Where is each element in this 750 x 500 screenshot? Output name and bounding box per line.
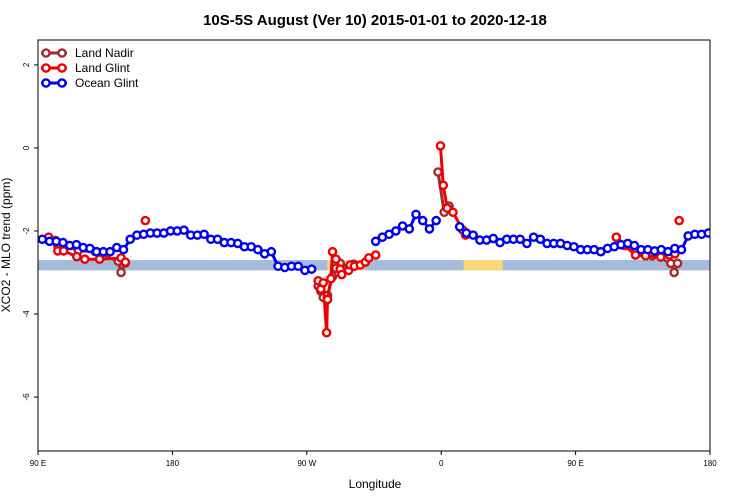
y-axis-label: XCO2 - MLO trend (ppm): [0, 178, 13, 313]
data-point: [253, 244, 263, 255]
data-point: [448, 207, 458, 218]
data-point: [676, 244, 687, 255]
x-tick-label: 90 W: [297, 459, 316, 468]
data-point: [488, 233, 499, 244]
data-point: [322, 294, 333, 305]
series-ocean-glint: [38, 209, 718, 276]
map-land-patch: [463, 260, 503, 271]
data-point: [655, 252, 666, 262]
data-point: [120, 257, 131, 267]
data-point: [105, 246, 115, 257]
legend-label: Ocean Glint: [75, 76, 139, 90]
data-point: [370, 236, 381, 247]
data-point: [669, 267, 679, 278]
legend-marker: [57, 78, 67, 88]
x-tick-label: 90 E: [30, 459, 46, 468]
map-strip: [38, 260, 710, 271]
data-point: [711, 227, 718, 234]
data-point: [438, 180, 449, 191]
data-point: [327, 246, 338, 257]
data-point: [674, 215, 685, 226]
data-point: [611, 232, 622, 242]
data-point: [318, 278, 329, 288]
data-point: [431, 215, 441, 226]
legend-label: Land Glint: [75, 61, 130, 75]
x-tick-label: 180: [703, 459, 717, 468]
data-point: [179, 225, 189, 235]
data-point: [94, 254, 105, 265]
legend-item-ocean-glint: Ocean Glint: [41, 76, 139, 90]
x-axis-label: Longitude: [349, 477, 402, 491]
data-point: [522, 238, 532, 249]
legend-marker: [57, 48, 67, 58]
data-point: [116, 267, 126, 278]
legend-marker: [41, 63, 51, 73]
legend-marker: [41, 48, 51, 58]
data-point: [417, 215, 428, 226]
data-point: [672, 258, 683, 269]
x-tick-label: 90 E: [567, 459, 583, 468]
data-point: [404, 224, 415, 234]
data-point: [118, 244, 129, 255]
data-point: [140, 215, 151, 226]
x-axis: 90 E 180 90 W 0 90 E 180: [30, 451, 717, 468]
data-point: [72, 251, 82, 262]
data-point: [266, 246, 277, 257]
data-point: [468, 230, 478, 240]
map-ocean-band: [38, 260, 710, 271]
y-tick-label: 0: [22, 145, 31, 150]
y-tick-label: 2: [22, 62, 31, 67]
data-point: [411, 209, 421, 220]
data-point: [630, 250, 641, 260]
y-axis: 2 0 -2 -4 -6: [22, 62, 38, 401]
legend-item-land-nadir: Land Nadir: [41, 46, 134, 60]
data-point: [336, 269, 347, 280]
data-point: [433, 167, 443, 177]
series-land-glint: [43, 141, 685, 338]
data-point: [370, 250, 381, 260]
data-point: [629, 240, 640, 251]
data-point: [199, 229, 209, 240]
data-point: [515, 234, 525, 245]
chart-title: 10S-5S August (Ver 10) 2015-01-01 to 202…: [203, 12, 547, 29]
legend-label: Land Nadir: [75, 46, 134, 60]
data-point: [80, 254, 90, 265]
data-point: [424, 224, 435, 234]
data-point: [391, 226, 401, 236]
y-tick-label: -6: [22, 393, 31, 401]
data-point: [293, 261, 304, 272]
data-point: [703, 228, 710, 238]
plot-frame: [37, 39, 711, 452]
data-point: [331, 254, 341, 265]
legend-marker: [57, 63, 67, 73]
series-line: [438, 145, 467, 236]
data-point: [535, 234, 546, 245]
data-point: [435, 141, 446, 151]
data-point: [454, 222, 465, 232]
y-tick-label: -2: [22, 227, 31, 235]
data-point: [326, 273, 336, 284]
x-tick-label: 0: [439, 459, 444, 468]
legend-marker: [41, 78, 51, 88]
data-point: [321, 327, 332, 338]
y-tick-label: -4: [22, 310, 31, 318]
x-tick-label: 180: [166, 459, 180, 468]
data-point: [306, 264, 317, 274]
series-layer: [38, 141, 718, 338]
legend-item-land-glint: Land Glint: [41, 61, 130, 75]
data-point: [125, 234, 136, 245]
